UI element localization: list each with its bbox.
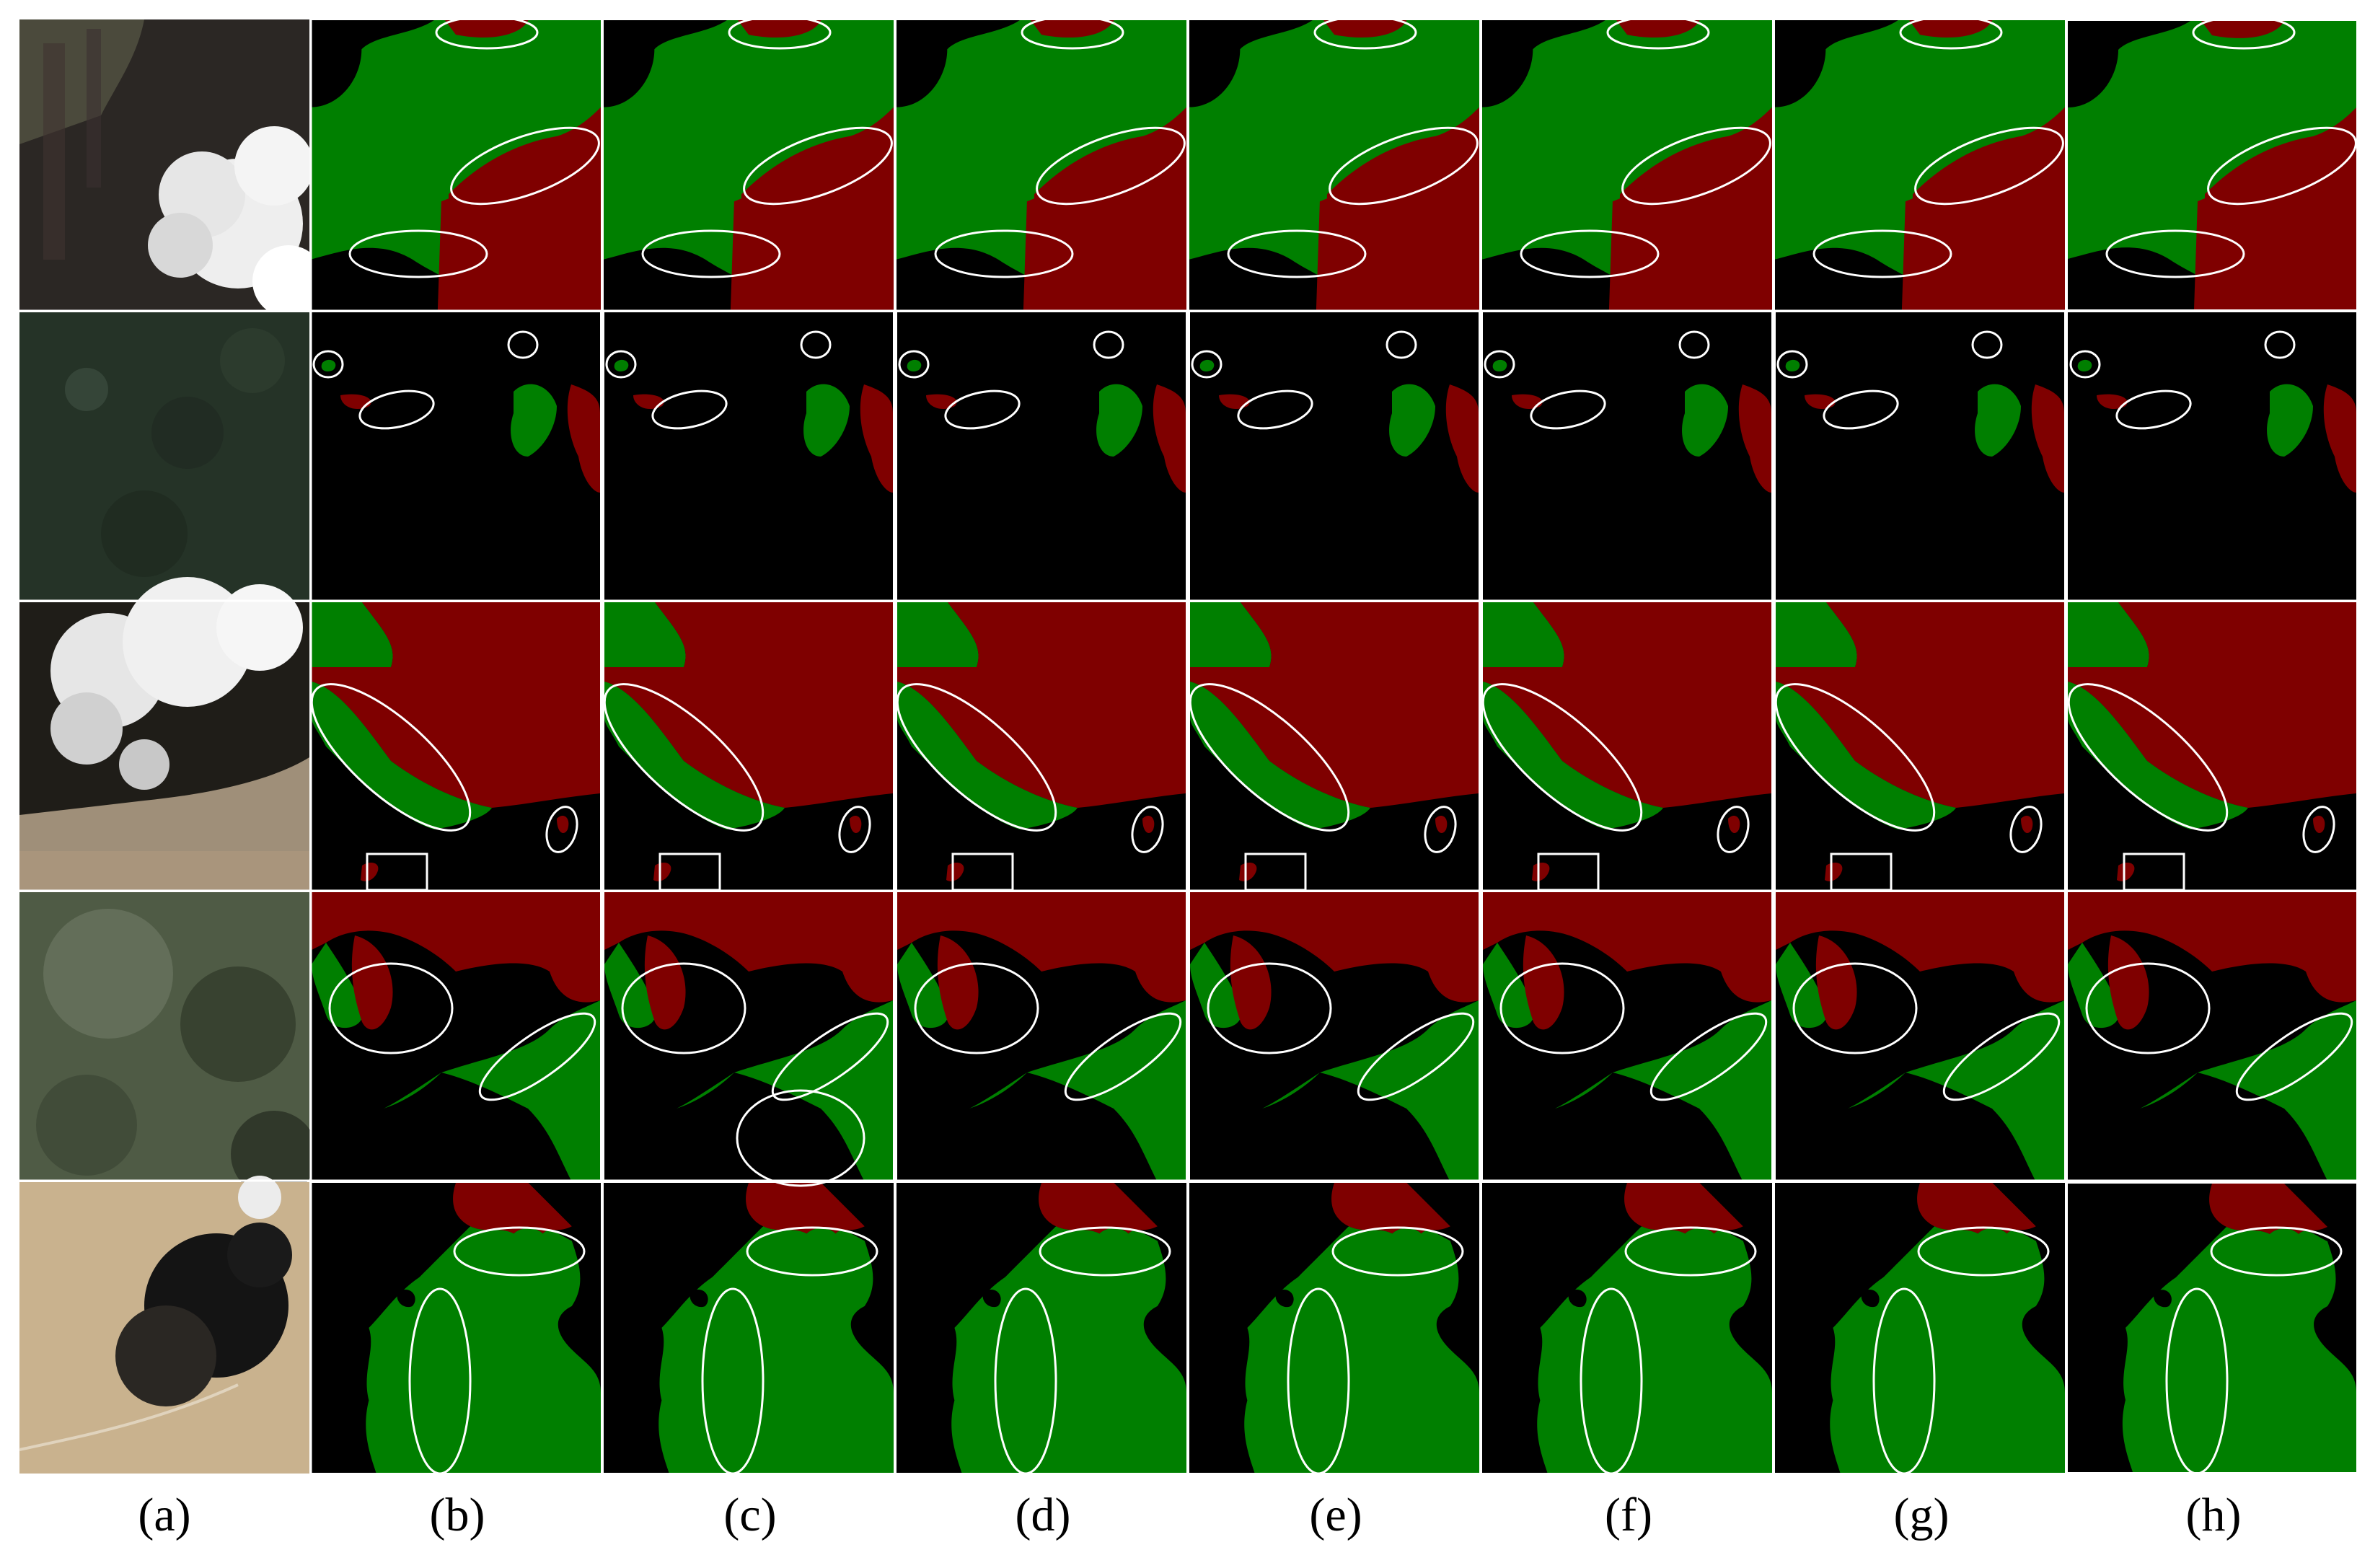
row-1-highlights — [348, 15, 2357, 278]
mask-panel — [1776, 602, 2064, 891]
row-4-results — [312, 892, 2356, 1181]
row-5-results — [311, 1183, 2356, 1473]
row-5-highlights — [408, 1226, 2343, 1475]
row-3-results — [312, 602, 2356, 891]
mask-panel — [1775, 20, 2065, 310]
mask-panel — [2068, 892, 2356, 1181]
mask-panel — [312, 602, 600, 891]
satellite-image-row-5 — [19, 1176, 309, 1474]
mask-panel — [1776, 892, 2064, 1181]
column-label-c: (c) — [723, 1489, 777, 1541]
mask-panel — [897, 1183, 1186, 1473]
column-label-a: (a) — [138, 1489, 191, 1541]
mask-panel — [312, 312, 600, 601]
mask-panel — [1190, 892, 1479, 1181]
mask-panel — [1776, 312, 2064, 601]
column-a-images — [19, 19, 325, 1474]
mask-panel — [897, 312, 1186, 601]
mask-panel — [604, 20, 894, 310]
mask-panel — [1775, 1183, 2065, 1473]
mask-panel — [604, 602, 893, 891]
satellite-image-row-4 — [19, 892, 317, 1197]
mask-panel — [312, 892, 600, 1181]
row-4-highlights — [328, 962, 2353, 1187]
mask-panel — [1482, 20, 1772, 310]
column-label-e: (e) — [1309, 1489, 1362, 1541]
mask-panel — [2068, 21, 2356, 309]
mask-panel — [897, 20, 1186, 310]
mask-panel — [1483, 312, 1771, 601]
column-label-f: (f) — [1605, 1489, 1652, 1541]
row-2-results — [312, 312, 2356, 601]
mask-panel — [1482, 1183, 1772, 1473]
column-label-b: (b) — [429, 1489, 485, 1541]
column-label-d: (d) — [1015, 1489, 1071, 1541]
mask-panel — [897, 602, 1186, 891]
grid-separators — [19, 19, 2356, 1474]
row-2-highlights — [312, 330, 2296, 430]
mask-panel — [604, 312, 893, 601]
mask-panel — [604, 892, 893, 1181]
mask-panel — [1189, 1183, 1479, 1473]
mask-panel — [311, 1183, 601, 1473]
row-3-highlights — [310, 683, 2335, 891]
mask-panel — [1190, 602, 1479, 891]
mask-panel — [311, 20, 601, 310]
mask-panel — [1190, 312, 1479, 601]
satellite-image-row-3 — [19, 577, 309, 891]
mask-panel — [897, 892, 1186, 1181]
mask-panel — [1483, 892, 1771, 1181]
column-label-g: (g) — [1893, 1489, 1950, 1541]
highlight-annotations — [310, 15, 2357, 1475]
mask-panel — [1189, 20, 1479, 310]
mask-panel — [2068, 1184, 2356, 1472]
mask-panel — [2068, 312, 2356, 601]
column-label-h: (h) — [2185, 1489, 2242, 1541]
satellite-image-row-2 — [19, 312, 309, 601]
mask-panel — [2068, 602, 2356, 891]
satellite-image-row-1 — [19, 19, 325, 317]
mask-panel — [1483, 602, 1771, 891]
mask-panel — [604, 1183, 894, 1473]
